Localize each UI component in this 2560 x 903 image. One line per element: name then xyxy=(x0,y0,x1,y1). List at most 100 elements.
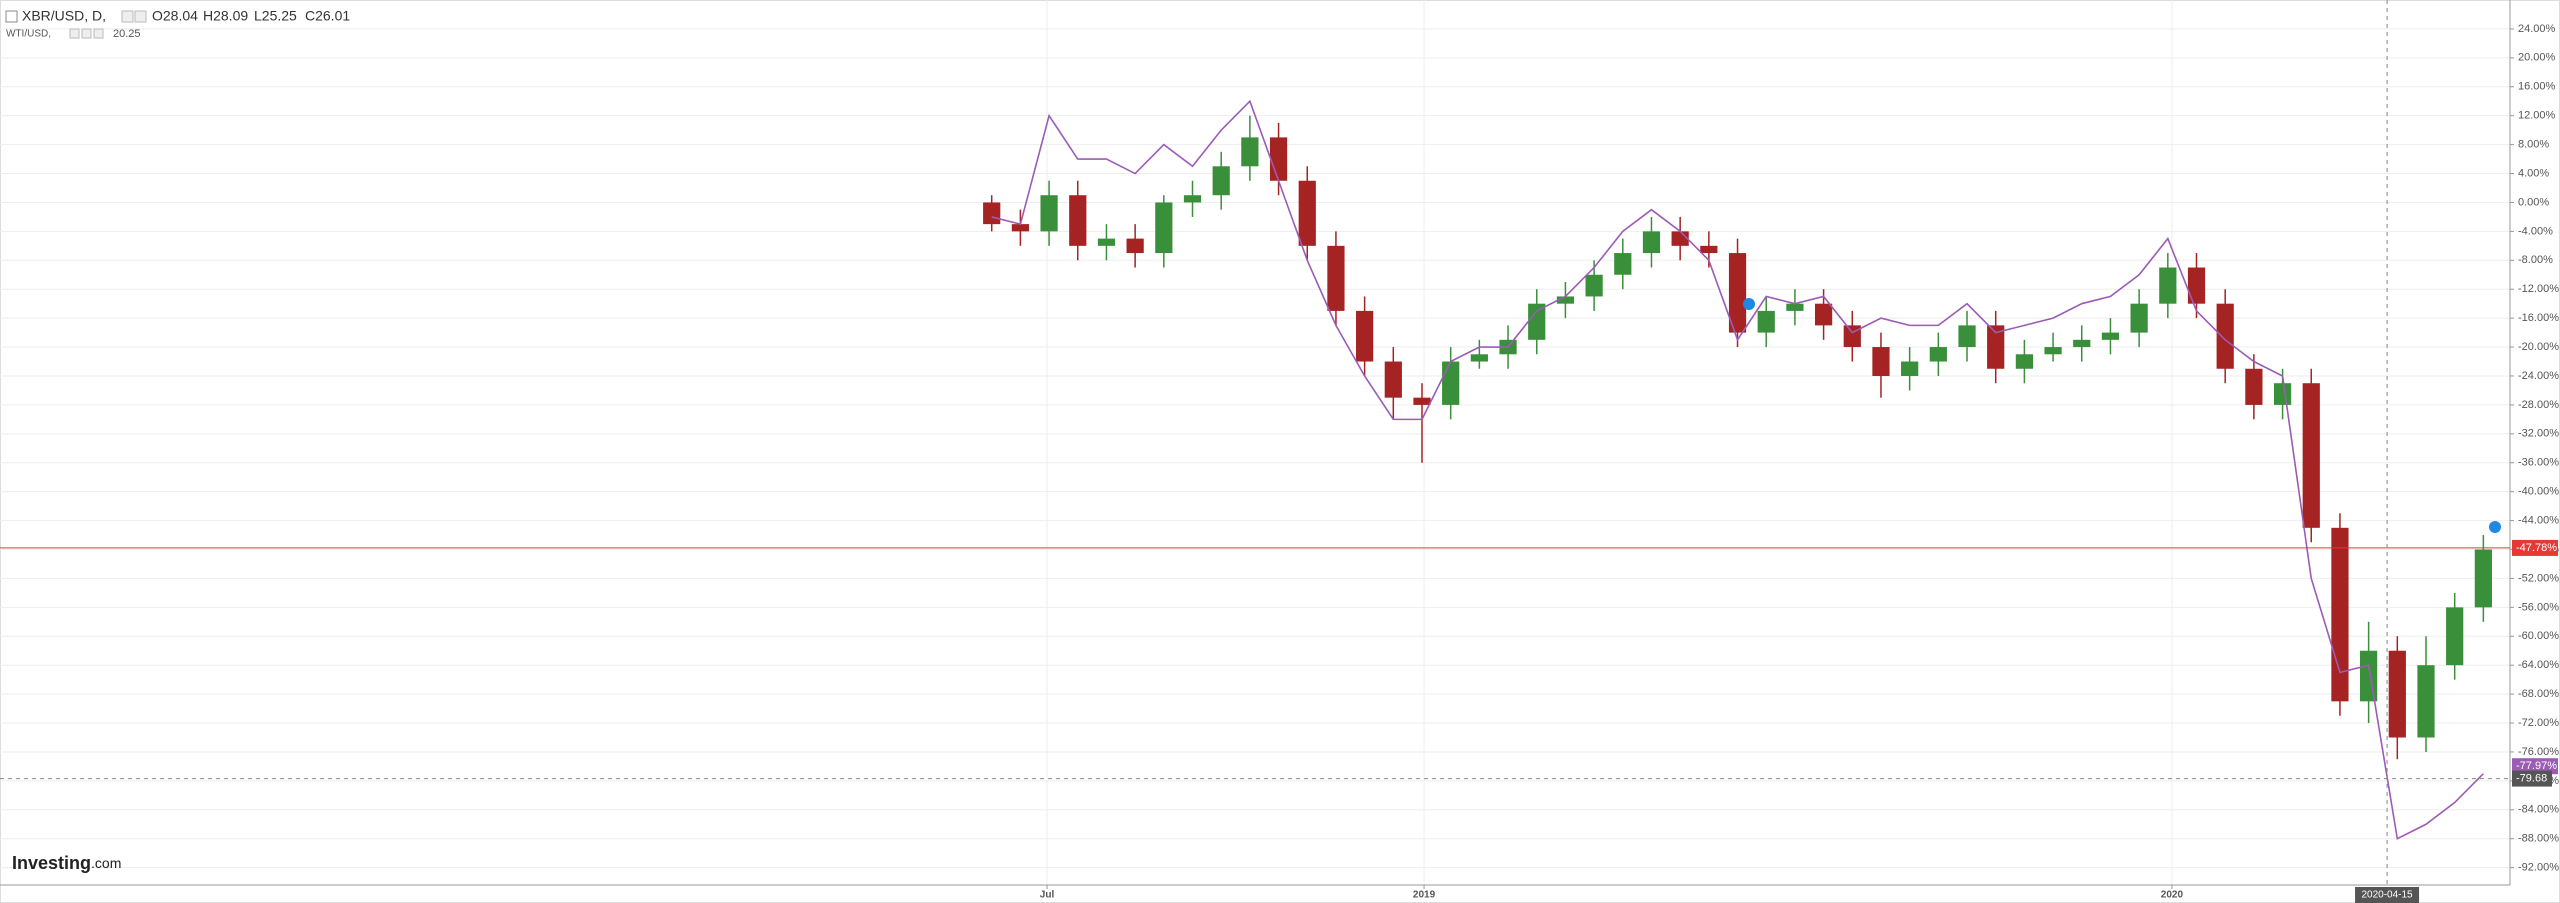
candle-body xyxy=(2245,368,2263,405)
candle-body xyxy=(1327,245,1345,311)
y-tick-label: 24.00% xyxy=(2518,23,2556,35)
legend-name: WTI/USD, xyxy=(6,29,51,40)
crosshair-y-tag xyxy=(2512,770,2552,787)
candle-body xyxy=(2388,650,2406,738)
y-tick-label: -24.00% xyxy=(2518,370,2559,382)
y-tick-label: 0.00% xyxy=(2518,196,2549,208)
y-tick-label: -52.00% xyxy=(2518,572,2559,584)
candle-body xyxy=(1814,303,1833,326)
candle-body xyxy=(1212,166,1230,196)
y-tick-label: -76.00% xyxy=(2518,746,2559,758)
logo: Investing.com xyxy=(12,853,121,873)
candle-body xyxy=(1298,180,1316,246)
y-tick-label: -20.00% xyxy=(2518,341,2559,353)
crosshair-y-label: -79.68 xyxy=(2516,772,2547,784)
grid xyxy=(0,0,2510,885)
candle-body xyxy=(1241,137,1259,167)
candle-body xyxy=(2273,383,2292,405)
candle-body xyxy=(1728,253,1747,333)
candle-body xyxy=(1528,303,1546,340)
x-tick-label: 2020 xyxy=(2161,890,2184,901)
candle-body xyxy=(1069,195,1087,246)
y-tick-label: -68.00% xyxy=(2518,688,2559,700)
y-tick-label: -44.00% xyxy=(2518,514,2559,526)
header-close: C26.01 xyxy=(305,8,350,24)
candle-body xyxy=(1585,274,1603,297)
candle-body xyxy=(2044,347,2062,355)
candle-body xyxy=(2417,665,2435,738)
icon[interactable] xyxy=(81,28,92,39)
candle-body xyxy=(1413,397,1431,405)
candle-body xyxy=(2130,303,2148,333)
y-tick-label: -32.00% xyxy=(2518,428,2559,440)
y-tick-label: -72.00% xyxy=(2518,717,2559,729)
icon[interactable] xyxy=(121,10,134,23)
y-tick-label: 16.00% xyxy=(2518,81,2556,93)
candle-body xyxy=(1987,325,2005,369)
header-low: L25.25 xyxy=(254,8,297,24)
candle-body xyxy=(1901,361,1919,376)
y-tick-label: -56.00% xyxy=(2518,601,2559,613)
candle-body xyxy=(983,202,1001,225)
candle-body xyxy=(2331,527,2349,702)
logo-main: Investing xyxy=(12,853,91,873)
candle-body xyxy=(1958,325,1976,348)
y-tick-label: -64.00% xyxy=(2518,659,2559,671)
price-tag-label: -47.78% xyxy=(2516,542,2557,554)
candle-body xyxy=(2302,383,2320,528)
line-tag xyxy=(2512,758,2558,775)
candle-body xyxy=(1384,361,1402,398)
y-tick-label: -28.00% xyxy=(2518,399,2559,411)
icon[interactable] xyxy=(134,10,147,23)
icon[interactable] xyxy=(93,28,104,39)
candle-body xyxy=(1126,238,1144,254)
y-tick-label: -36.00% xyxy=(2518,457,2559,469)
legend-name: XBR/USD, D, xyxy=(22,8,106,24)
candle-body xyxy=(2015,354,2033,369)
candle-body xyxy=(1470,354,1488,362)
candle-body xyxy=(1183,195,1202,203)
y-tick-label: -8.00% xyxy=(2518,254,2553,266)
candle-body xyxy=(1671,231,1689,246)
candle-body xyxy=(1155,202,1173,254)
event-marker[interactable] xyxy=(2489,521,2501,533)
y-tick-label: -84.00% xyxy=(2518,804,2559,816)
icon[interactable] xyxy=(69,28,80,39)
candle-body xyxy=(2216,303,2234,369)
candle-body xyxy=(2474,549,2492,608)
header-high: H28.09 xyxy=(203,8,248,24)
y-tick-label: -40.00% xyxy=(2518,486,2559,498)
event-marker[interactable] xyxy=(1743,298,1755,310)
y-tick-label: 8.00% xyxy=(2518,139,2549,151)
candle-body xyxy=(2073,339,2091,348)
candle-body xyxy=(1442,361,1460,405)
logo-suffix: .com xyxy=(91,855,121,871)
candle-body xyxy=(2446,607,2464,666)
y-tick-label: -12.00% xyxy=(2518,283,2559,295)
candle-body xyxy=(1614,253,1632,275)
candle-body xyxy=(1097,238,1116,246)
candle-body xyxy=(1786,303,1804,311)
y-tick-label: -60.00% xyxy=(2518,630,2559,642)
x-tick-label: 2019 xyxy=(1413,890,1436,901)
y-tick-label: -88.00% xyxy=(2518,833,2559,845)
candle-body xyxy=(1269,137,1288,181)
collapse-icon[interactable] xyxy=(5,10,18,23)
candle-body xyxy=(1556,296,1575,304)
header-open: O28.04 xyxy=(152,8,198,24)
candle-body xyxy=(1843,325,1861,348)
candle-body xyxy=(2159,267,2177,304)
candle-body xyxy=(1700,245,1718,254)
y-tick-label: -16.00% xyxy=(2518,312,2559,324)
y-tick-label: 4.00% xyxy=(2518,167,2549,179)
candle-body xyxy=(2187,267,2206,304)
legend-value: 20.25 xyxy=(113,28,141,40)
candle-body xyxy=(1929,347,1947,362)
marks xyxy=(983,99,2492,840)
candle-body xyxy=(1356,310,1374,362)
candle-body xyxy=(1872,347,1890,376)
price-tag xyxy=(2512,539,2558,556)
